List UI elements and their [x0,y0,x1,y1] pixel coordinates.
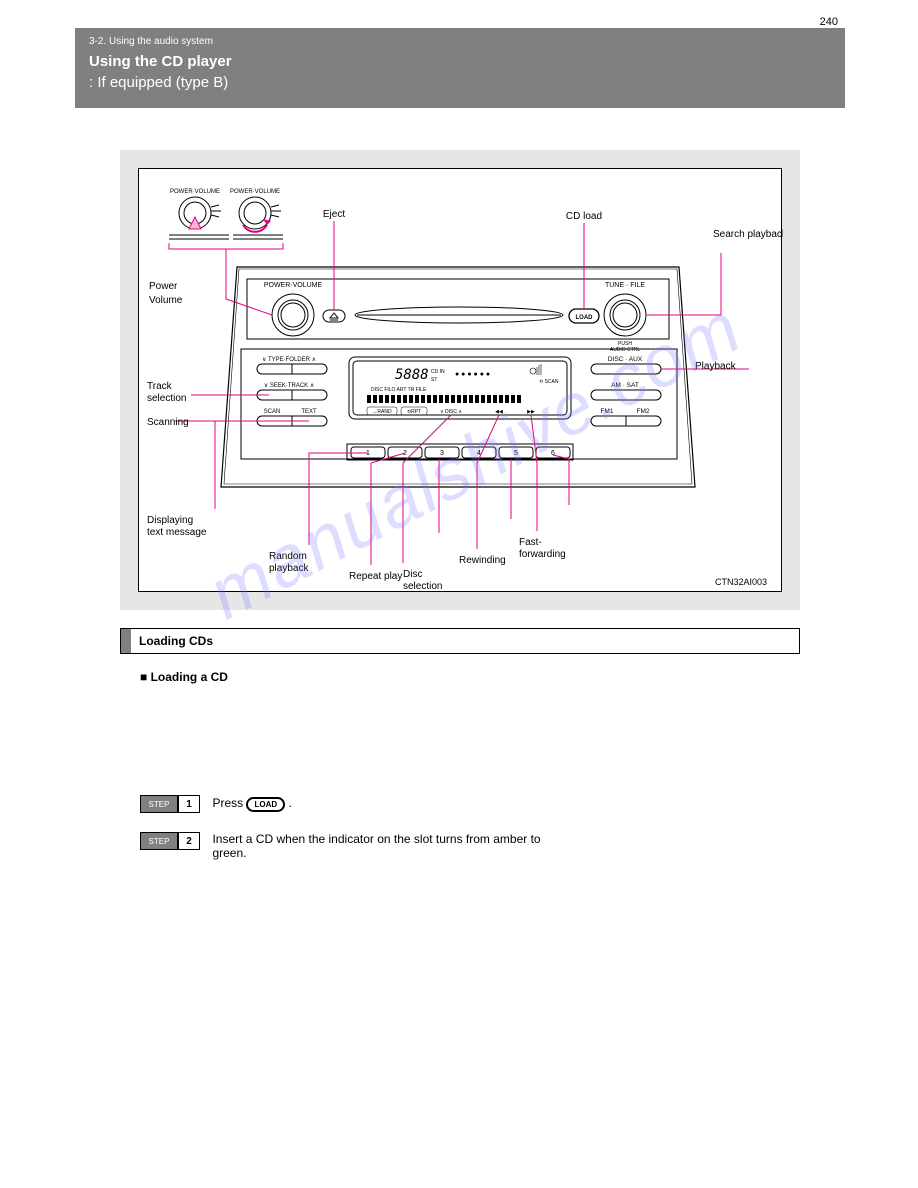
step-badge-1: STEP 1 [140,795,190,813]
svg-text:TEXT: TEXT [301,409,317,415]
sub-heading: ■ Loading a CD [140,670,228,684]
step-badge-2: STEP 2 [140,832,190,850]
svg-text:◀◀: ◀◀ [495,409,503,415]
svg-text:POWER·VOLUME: POWER·VOLUME [230,189,280,195]
page-number: 240 [820,16,838,28]
svg-text:AUDIO CTRL: AUDIO CTRL [610,347,641,353]
svg-text:5: 5 [514,450,518,457]
step-1: STEP 1 Press LOAD . [140,795,292,815]
header-title: Using the CD player [89,53,831,70]
svg-text:forwarding: forwarding [519,549,566,560]
svg-text:5888: 5888 [395,367,429,383]
section-header: Loading CDs [120,628,800,654]
svg-text:Random: Random [269,551,307,562]
svg-text:∨ SEEK·TRACK ∧: ∨ SEEK·TRACK ∧ [264,383,314,389]
svg-text:6: 6 [551,450,555,457]
svg-text:AM · SAT: AM · SAT [611,382,639,389]
svg-text:CTN32AI003: CTN32AI003 [715,577,767,587]
header-subtitle: : If equipped (type B) [89,74,831,91]
svg-text:⟲ SCAN: ⟲ SCAN [539,379,559,385]
svg-text:DISC FILO ART TR FILE: DISC FILO ART TR FILE [371,387,427,393]
svg-text:selection: selection [403,581,442,592]
svg-text:LOAD: LOAD [576,315,594,321]
svg-text:3: 3 [440,450,444,457]
svg-text:Eject: Eject [323,209,345,220]
svg-text:FM1: FM1 [601,408,614,415]
svg-text:Rewinding: Rewinding [459,555,506,566]
svg-text:Displaying: Displaying [147,515,193,526]
svg-text:POWER·VOLUME: POWER·VOLUME [264,282,323,289]
svg-text:TUNE · FILE: TUNE · FILE [605,282,645,289]
figure-container: POWER·VOLUME POWER·VOLUME [120,150,800,610]
svg-text:ST: ST [431,377,437,383]
step-2-text: Insert a CD when the indicator on the sl… [212,832,772,860]
svg-text:Disc: Disc [403,569,422,580]
header-section-ref: 3-2. Using the audio system [89,36,831,47]
svg-text:SCAN: SCAN [264,409,281,415]
svg-text:CD load: CD load [566,211,602,222]
svg-text:Repeat play: Repeat play [349,571,402,582]
radio-diagram-svg: POWER·VOLUME POWER·VOLUME [139,169,783,593]
svg-text:FM2: FM2 [637,408,650,415]
svg-text:selection: selection [147,393,186,404]
svg-text:Track: Track [147,381,173,392]
svg-text:text message: text message [147,527,207,538]
svg-text:Scanning: Scanning [147,417,189,428]
svg-text:DISC · AUX: DISC · AUX [608,356,643,363]
step-2: STEP 2 Insert a CD when the indicator on… [140,832,772,852]
svg-text:↔RAND: ↔RAND [372,409,392,415]
step-1-text: Press LOAD . [212,796,291,811]
svg-text:Playback: Playback [695,361,737,372]
svg-text:Power: Power [149,281,178,292]
svg-text:● ● ● ● ● ●: ● ● ● ● ● ● [455,371,490,378]
svg-text:CD IN: CD IN [431,369,445,375]
page-header: 3-2. Using the audio system Using the CD… [75,28,845,108]
svg-text:∨ TYPE·FOLDER ∧: ∨ TYPE·FOLDER ∧ [262,357,316,363]
svg-text:Search playback: Search playback [713,229,783,240]
svg-text:playback: playback [269,563,309,574]
svg-text:▶▶: ▶▶ [527,409,535,415]
load-button-inline: LOAD [246,797,285,812]
section-title: Loading CDs [139,634,213,648]
svg-text:⟲RPT: ⟲RPT [407,409,421,415]
svg-text:Volume: Volume [149,295,183,306]
svg-text:POWER·VOLUME: POWER·VOLUME [170,189,220,195]
svg-text:∨ DISC ∧: ∨ DISC ∧ [440,409,462,415]
svg-text:Fast-: Fast- [519,537,542,548]
figure-panel: POWER·VOLUME POWER·VOLUME [138,168,782,592]
